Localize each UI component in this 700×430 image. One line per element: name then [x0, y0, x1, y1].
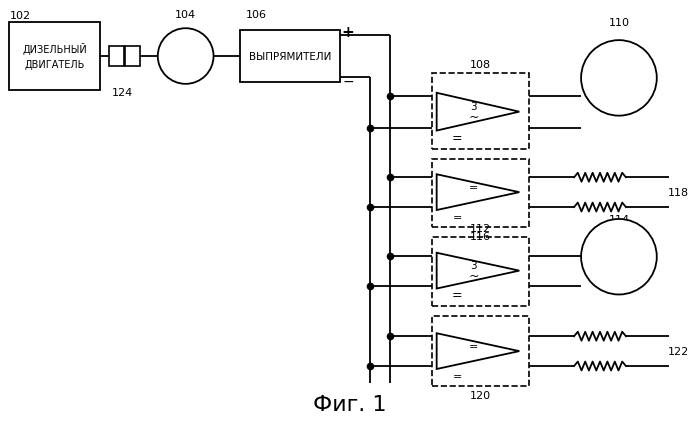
Bar — [240, 31, 340, 83]
Text: 114: 114 — [608, 215, 629, 224]
Text: M: M — [612, 62, 625, 75]
Text: Фиг. 1: Фиг. 1 — [314, 394, 386, 414]
Text: −: − — [342, 75, 354, 89]
Text: M: M — [612, 241, 625, 254]
Text: 118: 118 — [668, 188, 690, 198]
Circle shape — [581, 41, 657, 117]
Text: ДИЗЕЛЬНЫЙ: ДИЗЕЛЬНЫЙ — [22, 43, 87, 55]
Bar — [109, 47, 124, 67]
Bar — [432, 74, 529, 150]
Text: =: = — [452, 132, 463, 144]
Text: =: = — [469, 341, 479, 351]
Bar — [432, 237, 529, 307]
Text: 120: 120 — [470, 390, 491, 400]
Text: 112: 112 — [470, 224, 491, 233]
Bar — [9, 23, 100, 91]
Text: =: = — [452, 288, 463, 301]
Text: G: G — [181, 43, 191, 55]
Bar — [125, 47, 140, 67]
Text: 116: 116 — [470, 231, 491, 241]
Text: 102: 102 — [9, 11, 31, 21]
Text: =: = — [453, 371, 462, 381]
Text: ~: ~ — [468, 111, 479, 124]
Text: 3~: 3~ — [178, 61, 194, 71]
Text: 110: 110 — [608, 18, 629, 28]
Bar — [432, 316, 529, 386]
Text: 108: 108 — [470, 60, 491, 70]
Text: 3~: 3~ — [611, 263, 627, 273]
Circle shape — [158, 29, 214, 85]
Text: =: = — [453, 212, 462, 222]
Text: 3~: 3~ — [611, 85, 627, 95]
Text: ВЫПРЯМИТЕЛИ: ВЫПРЯМИТЕЛИ — [249, 52, 331, 62]
Text: 106: 106 — [246, 10, 267, 20]
Text: 124: 124 — [112, 88, 134, 98]
Text: ~: ~ — [468, 270, 479, 283]
Text: 104: 104 — [175, 10, 196, 20]
Text: ДВИГАТЕЛЬ: ДВИГАТЕЛЬ — [25, 60, 85, 70]
Text: =: = — [469, 183, 479, 193]
Text: 3: 3 — [470, 260, 477, 270]
Circle shape — [581, 219, 657, 295]
Text: +: + — [342, 25, 354, 40]
Bar — [432, 160, 529, 227]
Text: 3: 3 — [470, 101, 477, 111]
Text: 122: 122 — [668, 346, 690, 356]
